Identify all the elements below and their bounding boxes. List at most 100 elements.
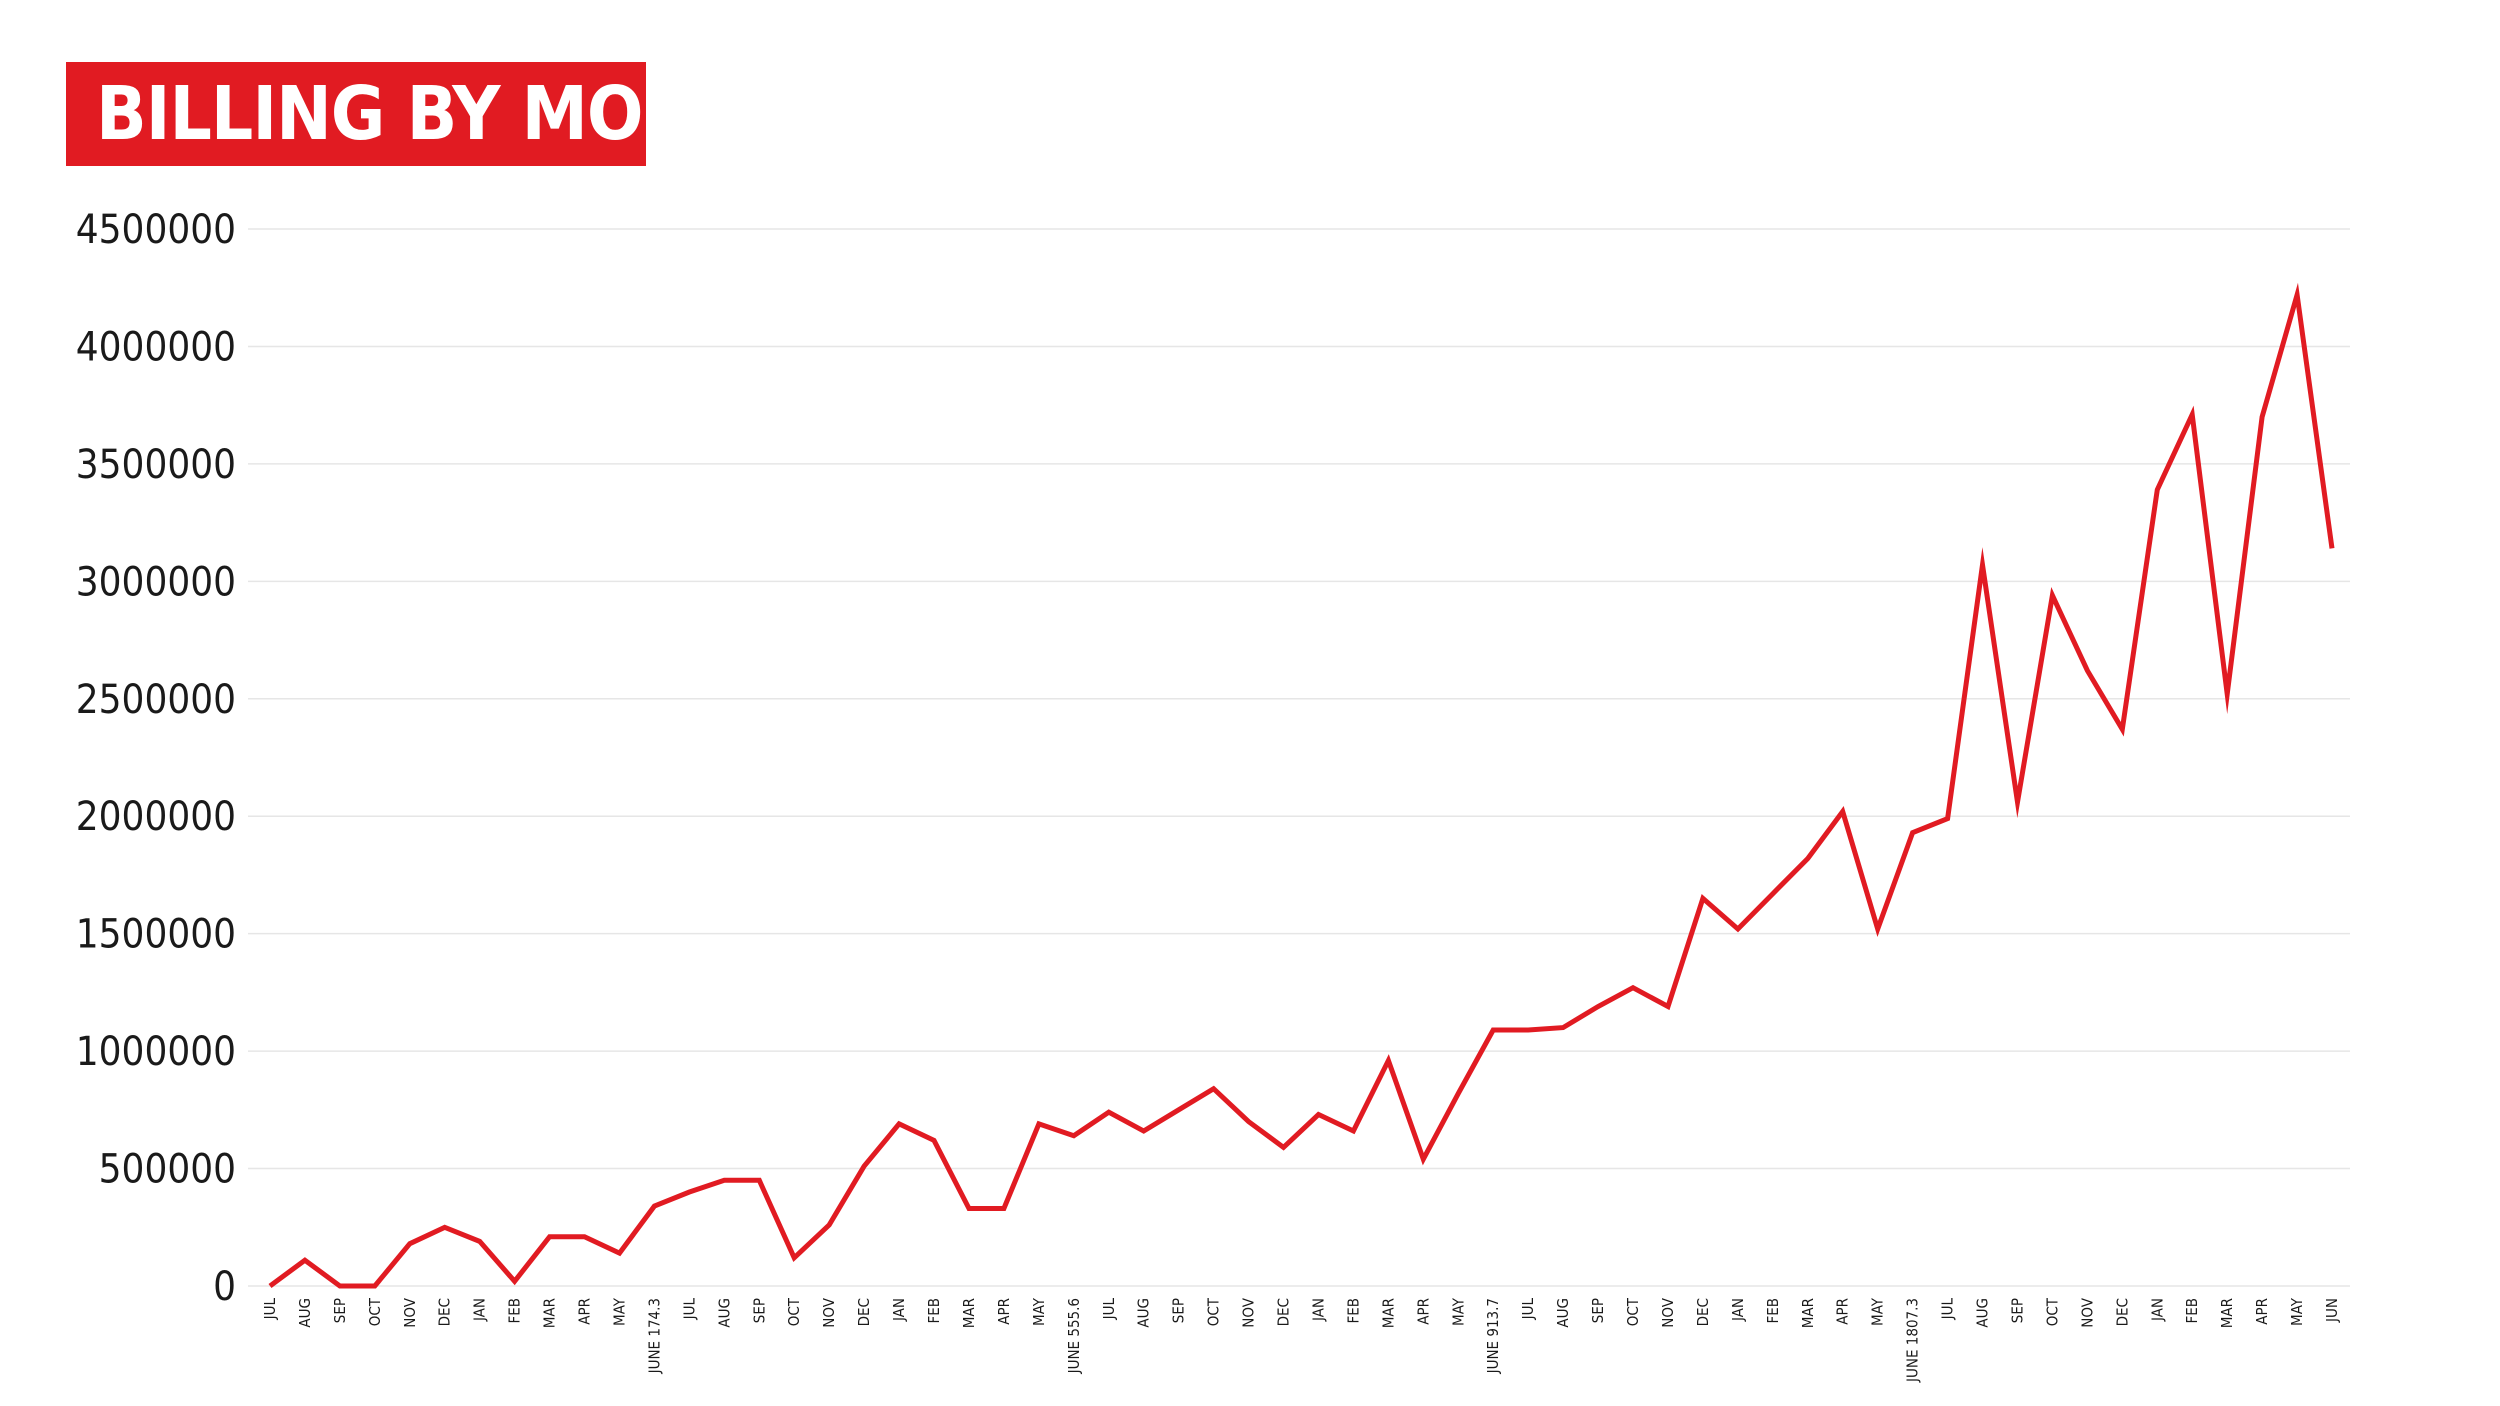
x-tick-label: JUL <box>261 1298 279 1321</box>
x-tick-label: DEC <box>2113 1298 2131 1326</box>
x-tick-label: JUL <box>1100 1298 1118 1321</box>
x-tick-label: FEB <box>2183 1298 2201 1324</box>
x-axis: JUL AUG SEP OCT NOV DEC JAN FEB MAR APR MAY JUNE 17… <box>261 1297 2341 1383</box>
data-point <box>1211 1086 1217 1092</box>
data-point <box>407 1241 413 1247</box>
y-tick-label: 3000000 <box>76 559 236 605</box>
data-point <box>1420 1156 1426 1162</box>
x-tick-label: MAR <box>2218 1298 2236 1328</box>
x-tick-label: SEP <box>1170 1298 1188 1323</box>
y-tick-label: 500000 <box>99 1147 236 1193</box>
x-tick-label: APR <box>995 1298 1013 1325</box>
data-point <box>1176 1107 1182 1113</box>
x-tick-label: MAY <box>1449 1297 1467 1326</box>
data-point <box>896 1121 902 1127</box>
data-point <box>1700 895 1706 901</box>
x-tick-label: SEP <box>750 1298 768 1323</box>
y-axis: 0 500000 1000000 1500000 2000000 2500000 30000… <box>76 207 236 1310</box>
x-tick-label: FEB <box>506 1298 524 1324</box>
x-tick-label: APR <box>576 1298 594 1325</box>
y-tick-label: 3500000 <box>76 442 236 488</box>
x-tick-label: OCT <box>2043 1297 2061 1326</box>
x-tick-label: NOV <box>820 1297 838 1327</box>
x-tick-label: AUG <box>715 1298 733 1328</box>
data-point <box>547 1234 553 1240</box>
data-point <box>1385 1058 1391 1064</box>
data-point <box>2084 668 2090 674</box>
x-tick-label: JUL <box>1939 1298 1957 1321</box>
x-tick-label: JUNE 174.3 <box>645 1298 663 1374</box>
data-point <box>1036 1121 1042 1127</box>
data-point <box>2189 412 2195 418</box>
x-tick-label: MAY <box>1030 1297 1048 1326</box>
x-tick-label: NOV <box>1240 1297 1258 1327</box>
x-tick-label: MAR <box>1799 1298 1817 1328</box>
data-point <box>337 1283 343 1289</box>
x-tick-label: AUG <box>1135 1298 1153 1328</box>
data-point <box>966 1205 972 1211</box>
x-tick-label: DEC <box>855 1298 873 1326</box>
data-point <box>1945 816 1951 822</box>
data-point <box>826 1222 832 1228</box>
y-tick-label: 1500000 <box>76 912 236 958</box>
data-point <box>931 1137 937 1143</box>
data-point <box>267 1283 273 1289</box>
data-point <box>1141 1128 1147 1134</box>
data-point <box>2154 487 2160 493</box>
x-tick-label: DEC <box>1275 1298 1293 1326</box>
data-point <box>1770 891 1776 897</box>
chart-title: BILLING BY MONTH <box>96 71 797 157</box>
x-tick-label: MAR <box>1379 1298 1397 1328</box>
data-point <box>1630 985 1636 991</box>
x-tick-label: FEB <box>925 1298 943 1324</box>
data-point <box>1525 1027 1531 1033</box>
series-billing <box>267 282 2335 1289</box>
x-tick-label: JAN <box>1729 1298 1747 1322</box>
data-point <box>1595 1003 1601 1009</box>
data-point <box>2049 592 2055 598</box>
x-tick-label: DEC <box>1694 1298 1712 1326</box>
x-tick-label: JAN <box>890 1298 908 1322</box>
data-point <box>477 1238 483 1244</box>
x-tick-label: APR <box>1414 1298 1432 1325</box>
data-point <box>1805 856 1811 862</box>
y-tick-label: 1000000 <box>76 1029 236 1075</box>
x-tick-label: OCT <box>1624 1297 1642 1326</box>
data-point <box>1560 1025 1566 1031</box>
x-tick-label: JUN <box>2323 1298 2341 1323</box>
y-tick-label: 0 <box>213 1264 236 1310</box>
data-point <box>2329 545 2335 551</box>
grid-lines <box>248 228 2350 1287</box>
x-tick-label: NOV <box>2078 1297 2096 1327</box>
x-tick-label: MAR <box>960 1298 978 1328</box>
data-point <box>1071 1133 1077 1139</box>
x-tick-label: JAN <box>2148 1298 2166 1322</box>
x-tick-label: OCT <box>785 1297 803 1326</box>
data-point <box>1875 926 1881 932</box>
data-point <box>2259 414 2265 420</box>
data-point <box>2119 726 2125 732</box>
x-tick-label: NOV <box>1659 1297 1677 1327</box>
x-tick-label: JAN <box>1309 1298 1327 1322</box>
data-point <box>302 1257 308 1263</box>
x-tick-label: SEP <box>2008 1298 2026 1323</box>
x-tick-label: DEC <box>436 1298 454 1326</box>
x-tick-label: AUG <box>1974 1298 1992 1328</box>
data-point <box>1910 830 1916 836</box>
data-point <box>686 1189 692 1195</box>
data-point <box>861 1163 867 1169</box>
data-point <box>2294 292 2300 298</box>
data-point <box>1665 1003 1671 1009</box>
x-tick-label: APR <box>2253 1298 2271 1325</box>
data-point <box>1350 1128 1356 1134</box>
data-point <box>1490 1027 1496 1033</box>
x-tick-label: JUNE 1807.3 <box>1904 1298 1922 1383</box>
x-tick-label: JUL <box>1519 1298 1537 1321</box>
x-tick-label: APR <box>1834 1298 1852 1325</box>
chart-title-box: BILLING BY MONTH <box>66 62 797 166</box>
data-point <box>651 1203 657 1209</box>
data-point <box>442 1224 448 1230</box>
x-tick-label: JUNE 913.7 <box>1484 1298 1502 1374</box>
x-tick-label: OCT <box>366 1297 384 1326</box>
data-point <box>1315 1112 1321 1118</box>
